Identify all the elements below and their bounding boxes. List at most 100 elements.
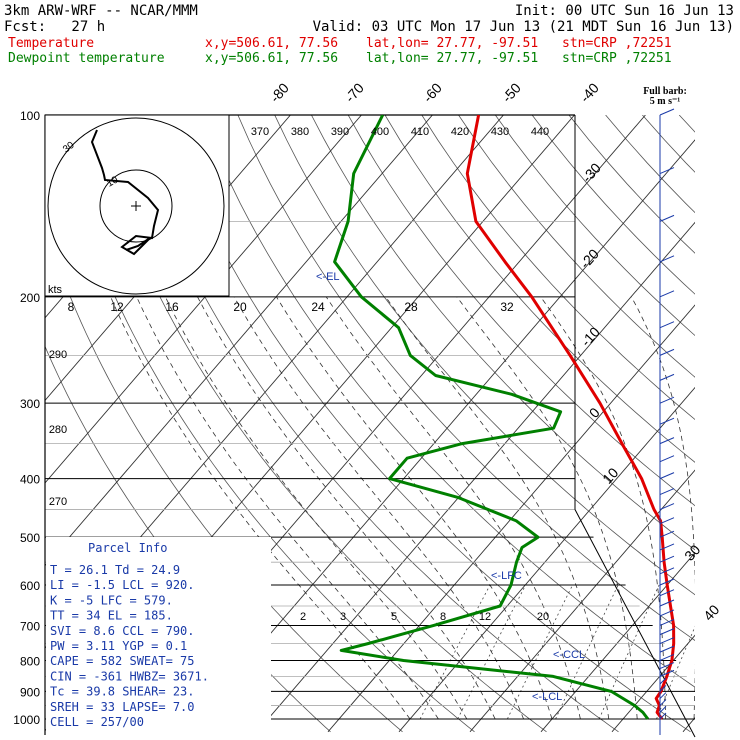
temperature-xy: x,y=506.61, 77.56 — [205, 36, 339, 51]
wind-barb — [659, 373, 675, 381]
mixing-ratio-label: 8 — [440, 611, 446, 623]
wind-barb — [659, 530, 675, 538]
wind-barb — [659, 589, 675, 597]
wind-barb — [659, 567, 675, 575]
wind-barb — [659, 628, 675, 636]
dry-adiabat — [716, 115, 740, 732]
dry-adiabat — [311, 115, 695, 551]
dry-adiabat — [568, 115, 695, 254]
hodograph-ring — [99, 169, 173, 243]
parcel-row: LI = -1.5 LCL = 920. — [50, 578, 195, 592]
wind-barb — [659, 654, 675, 661]
pressure-label: 1000 — [13, 713, 40, 727]
isotherm — [0, 115, 6, 732]
wind-barb — [659, 290, 675, 298]
pressure-label: 800 — [20, 654, 40, 668]
speed-label: 12 — [110, 300, 124, 314]
valid-time: Valid: 03 UTC Mon 17 Jun 13 (21 MDT Sun … — [312, 19, 734, 35]
theta-label: 370 — [251, 126, 269, 138]
isotherm — [327, 304, 695, 733]
pressure-label: 700 — [20, 619, 40, 633]
dry-adiabat — [53, 115, 475, 733]
isotherm-label: -40 — [577, 80, 603, 106]
wind-barb — [659, 517, 675, 525]
isotherm-label: -50 — [499, 80, 525, 106]
parcel-row: CIN = -361 HWBZ= 3671. — [50, 669, 209, 683]
mixing-ratio-label: 20 — [537, 611, 549, 623]
dry-adiabat — [678, 115, 695, 133]
dewpoint-line — [333, 115, 650, 720]
dewpoint-legend: Dewpoint temperature — [8, 51, 165, 66]
pressure-label: 200 — [20, 291, 40, 305]
wind-barb — [659, 455, 675, 463]
wind-barb — [659, 662, 675, 669]
parcel-row: T = 26.1 Td = 24.9 — [50, 563, 180, 577]
pressure-label: 500 — [20, 531, 40, 545]
moist-adiabat — [631, 296, 695, 720]
theta-side-label: 270 — [49, 496, 67, 508]
isotherm-label: -70 — [342, 80, 368, 106]
mixing-ratio-label: 5 — [391, 611, 397, 623]
dry-adiabat — [347, 115, 695, 507]
mixing-ratio-line — [656, 625, 695, 720]
dry-adiabat — [200, 115, 695, 688]
mixing-ratio-label: 12 — [479, 611, 491, 623]
dry-adiabat — [421, 115, 695, 421]
speed-label: 28 — [404, 300, 418, 314]
isotherm-label: -60 — [420, 80, 446, 106]
speed-label: 16 — [165, 300, 179, 314]
isotherm-label: -80 — [267, 80, 293, 106]
theta-label: 410 — [411, 126, 429, 138]
theta-side-label: 280 — [49, 424, 67, 436]
model-title: 3km ARW-WRF -- NCAR/MMM — [4, 3, 198, 19]
theta-side-label: 290 — [49, 349, 67, 361]
temperature-line — [465, 115, 676, 720]
wind-barb — [659, 108, 675, 116]
wind-barb — [659, 645, 675, 653]
isotherm-label: -10 — [578, 324, 604, 350]
pressure-label: 300 — [20, 397, 40, 411]
parcel-title: Parcel Info — [88, 541, 167, 555]
isotherm — [540, 552, 695, 733]
parcel-panel-bg — [46, 537, 271, 734]
wind-barb — [659, 609, 675, 617]
isotherm-label: 10 — [599, 464, 621, 486]
wind-barb — [659, 555, 675, 563]
isotherm-label: -30 — [579, 160, 605, 186]
wind-barb — [659, 321, 675, 329]
right-edge-slant — [574, 509, 696, 738]
isotherm — [256, 221, 695, 733]
isotherm-label: 40 — [700, 601, 722, 623]
dewpoint-xy: x,y=506.61, 77.56 — [205, 51, 339, 66]
dry-adiabat — [127, 115, 619, 733]
temperature-legend: Temperature — [8, 36, 95, 51]
wind-barb — [659, 503, 675, 510]
dry-adiabat — [494, 115, 695, 337]
hodograph-ring-label: 10 — [105, 174, 121, 189]
wind-barb — [659, 706, 667, 713]
hodograph-ring — [47, 117, 225, 295]
hodograph-trace — [90, 129, 160, 256]
wind-barb — [659, 488, 675, 496]
ccl-label: <-CCL — [553, 649, 585, 661]
isotherm — [45, 115, 433, 567]
parcel-row: Tc = 39.8 SHEAR= 23. — [50, 685, 195, 699]
parcel-row: CAPE = 582 SWEAT= 75 — [50, 654, 195, 668]
lfc-label: <-LFC — [491, 570, 522, 582]
wind-barb — [659, 214, 675, 222]
wind-barb — [659, 685, 667, 692]
wind-barb — [659, 348, 675, 356]
theta-label: 390 — [331, 126, 349, 138]
pressure-label: 100 — [20, 109, 40, 123]
barb-legend-units: 5 m s⁻¹ — [650, 96, 681, 107]
temperature-station: stn=CRP ,72251 — [562, 36, 672, 51]
temperature-latlon: lat,lon= 27.77, -97.51 — [366, 36, 539, 51]
wind-barb — [659, 578, 675, 586]
hodograph-units: kts — [48, 284, 63, 296]
wind-barb — [659, 692, 667, 699]
theta-label: 380 — [291, 126, 309, 138]
mixing-ratio-line — [419, 584, 491, 720]
theta-label: 420 — [451, 126, 469, 138]
dry-adiabat — [384, 115, 695, 463]
